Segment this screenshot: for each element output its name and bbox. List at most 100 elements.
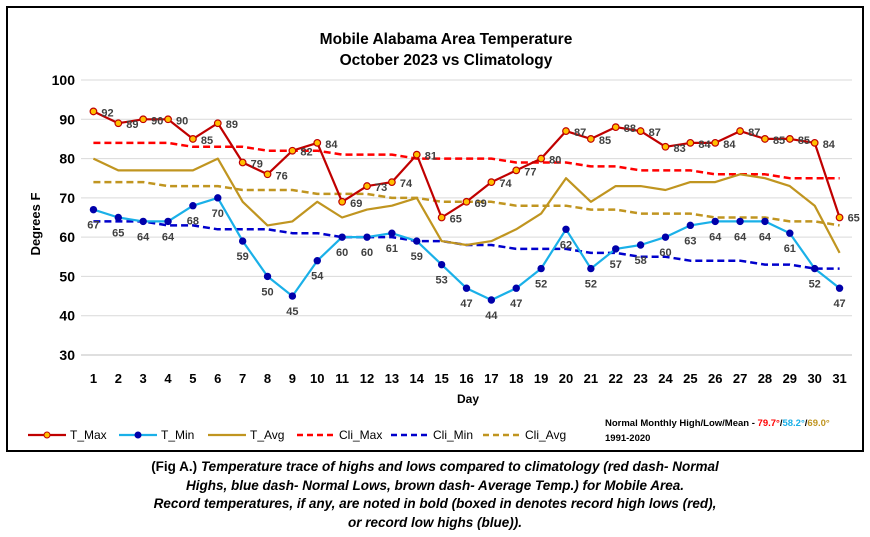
t-min-point [512, 284, 520, 292]
t-max-point [89, 107, 98, 116]
t-max-label: 84 [823, 139, 836, 151]
normals-note: Normal Monthly High/Low/Mean - 79.7°/58.… [605, 418, 830, 429]
t-min-point [164, 217, 172, 226]
t-max-point [636, 127, 645, 135]
legend-marker [43, 431, 51, 439]
t-max-point [213, 119, 222, 128]
chart-title: Mobile Alabama Area Temperature [320, 31, 573, 48]
t-min-label: 61 [386, 243, 398, 255]
t-min-label: 64 [162, 231, 175, 243]
normals-mean: 69.0° [807, 418, 829, 429]
t-min-point [462, 284, 471, 292]
legend-label: T_Avg [250, 428, 284, 442]
t-max-point [313, 138, 322, 147]
normals-sep-1: / [780, 418, 783, 429]
caption-line-3-text: Record temperatures, if any, are noted i… [153, 496, 717, 511]
x-tick-label: 29 [783, 371, 797, 386]
t-min-label: 47 [510, 298, 522, 310]
t-max-label: 74 [499, 178, 512, 190]
t-max-point [661, 142, 670, 151]
x-tick-label: 10 [310, 371, 324, 386]
t-min-label: 61 [784, 243, 796, 255]
t-min-point [338, 233, 346, 241]
temperature-chart: Mobile Alabama Area Temperature October … [28, 31, 860, 444]
t-min-point [263, 272, 272, 281]
x-tick-label: 8 [264, 371, 271, 386]
t-min-label: 70 [212, 208, 224, 220]
t-max-label: 81 [425, 151, 437, 163]
x-axis-label: Day [457, 392, 479, 406]
x-tick-label: 13 [385, 371, 399, 386]
x-tick-label: 15 [434, 371, 448, 386]
t-max-point [437, 213, 446, 222]
t-max-point [114, 119, 123, 128]
t-min-point [313, 257, 321, 265]
t-min-point [487, 296, 496, 304]
t-min-label: 65 [112, 228, 124, 240]
x-tick-label: 16 [459, 371, 473, 386]
x-tick-label: 17 [484, 371, 498, 386]
t-max-point [835, 213, 844, 222]
x-tick-label: 3 [140, 371, 147, 386]
t-max-label: 85 [201, 135, 213, 147]
t-max-label: 65 [450, 214, 462, 226]
t-max-label: 80 [549, 155, 561, 167]
t-max-point [263, 170, 272, 179]
legend-label: Cli_Avg [525, 428, 566, 442]
t-max-point [164, 115, 172, 124]
x-tick-label: 25 [683, 371, 697, 386]
t-min-point [437, 260, 446, 269]
t-min-point [139, 217, 147, 226]
legend-label: T_Max [70, 428, 107, 442]
caption-line-1: (Fig A.) Temperature trace of highs and … [0, 458, 870, 477]
t-max-label: 92 [101, 107, 113, 119]
legend-label: Cli_Min [433, 428, 473, 442]
t-min-label: 60 [659, 247, 671, 259]
normals-years: 1991-2020 [605, 433, 650, 444]
t-max-label: 90 [151, 115, 163, 127]
x-tick-label: 5 [189, 371, 196, 386]
legend-label: T_Min [161, 428, 194, 442]
normals-prefix: Normal Monthly High/Low/Mean - [605, 418, 758, 429]
t-max-label: 77 [524, 166, 536, 178]
t-min-point [288, 292, 297, 300]
t-max-point [686, 138, 695, 147]
t-max-point [363, 182, 371, 190]
t-max-point [736, 127, 744, 135]
t-min-label: 52 [535, 279, 547, 291]
x-tick-label: 6 [214, 371, 221, 386]
t-max-label: 89 [226, 119, 238, 131]
t-min-label: 45 [286, 306, 298, 318]
t-min-label: 64 [137, 231, 150, 243]
t-max-point [562, 127, 570, 135]
t-min-label: 58 [634, 255, 646, 267]
t-max-label: 82 [300, 147, 312, 159]
t-max-label: 87 [574, 127, 586, 139]
t-max-point [512, 166, 521, 175]
x-tick-label: 20 [559, 371, 573, 386]
t-max-label: 85 [599, 135, 611, 147]
t-max-label: 74 [400, 178, 413, 190]
t-min-label: 47 [460, 298, 472, 310]
legend: T_Max T_Min T_Avg Cli_Max Cli_Min Cli_Avg [28, 428, 566, 442]
t-min-point [114, 213, 123, 222]
x-tick-label: 2 [115, 371, 122, 386]
t-max-label: 90 [176, 115, 188, 127]
y-tick-labels: 30 40 50 60 70 80 90 100 [52, 72, 76, 363]
t-min-point [636, 241, 645, 249]
t-max-label: 87 [649, 127, 661, 139]
t-min-point [413, 237, 421, 245]
caption-line-4: or record low highs (blue)). [0, 514, 870, 533]
y-tick-label: 100 [52, 72, 76, 88]
chart-subtitle: October 2023 vs Climatology [340, 52, 553, 69]
t-max-point [288, 146, 297, 155]
t-min-label: 67 [87, 220, 99, 232]
x-tick-label: 7 [239, 371, 246, 386]
caption-line-4-text: or record low highs (blue)). [347, 514, 522, 530]
t-max-label: 79 [251, 159, 263, 171]
t-min-label: 60 [361, 247, 373, 259]
t-max-point [761, 135, 769, 143]
t-max-point [139, 115, 148, 124]
t-min-label: 54 [311, 271, 324, 283]
x-tick-label: 23 [633, 371, 647, 386]
